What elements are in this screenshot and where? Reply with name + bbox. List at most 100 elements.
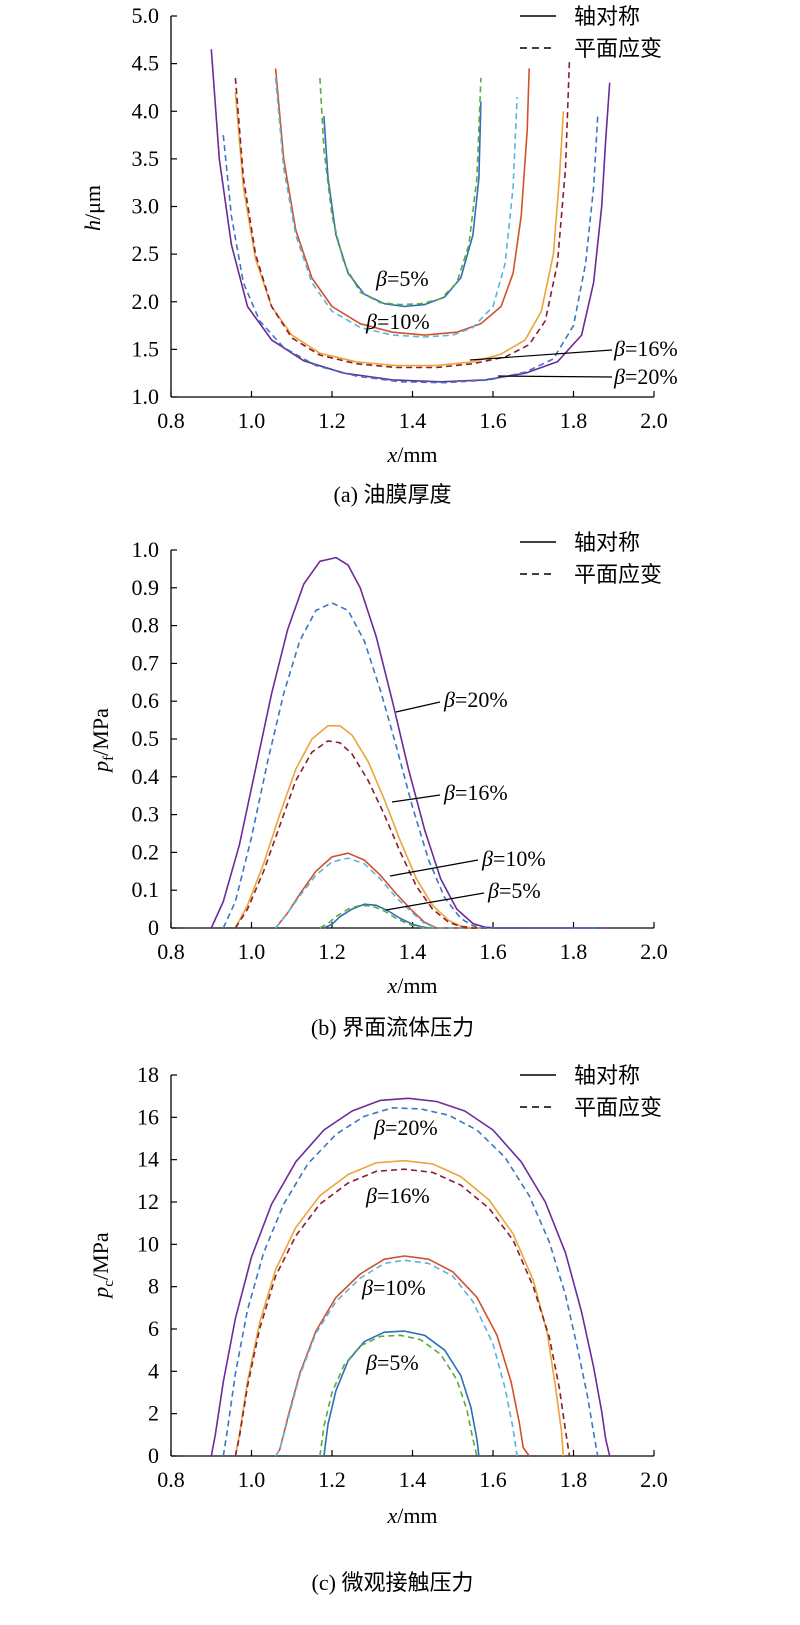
series-line-beta-16pct-dashed (234, 1168, 571, 1457)
beta-value: =10% (373, 1275, 426, 1300)
x-tick-label: 2.0 (640, 1467, 668, 1492)
annotation-leader-line (385, 892, 485, 911)
beta-symbol: β (361, 1275, 373, 1300)
chart-panel-a: 0.8 1.0 1.2 1.4 1.6 1.8 2.01.01.52.02.53.03.54… (80, 3, 678, 507)
beta-value: =16% (455, 780, 508, 805)
y-tick-label: 6 (148, 1316, 159, 1341)
legend-dashed-label: 平面应变 (574, 36, 662, 61)
x-axis-var: x (386, 1503, 397, 1528)
x-tick-label: 1.4 (399, 408, 427, 433)
panel-caption: (c) 微观接触压力 (312, 1570, 474, 1595)
x-tick-label: 0.8 (157, 1467, 185, 1492)
beta-symbol: β (481, 846, 493, 871)
x-axis-unit: /mm (397, 1503, 437, 1528)
y-tick-label: 14 (137, 1147, 159, 1172)
y-tick-label: 4.5 (132, 51, 160, 76)
x-axis-var: x (386, 442, 397, 467)
y-tick-label: 0.5 (132, 726, 160, 751)
series-line-beta-20pct-solid (210, 556, 610, 929)
y-tick-label: 3.0 (132, 194, 160, 219)
series-line-beta-10pct-solid (274, 852, 530, 929)
y-tick-label: 1.0 (132, 384, 160, 409)
legend-dashed-label: 平面应变 (574, 562, 662, 587)
legend-solid-label: 轴对称 (574, 530, 640, 555)
x-tick-label: 2.0 (640, 408, 668, 433)
beta-symbol: β (373, 1115, 385, 1140)
x-tick-label: 1.2 (318, 1467, 346, 1492)
panel-caption: (b) 界面流体压力 (311, 1015, 474, 1040)
series-line-beta-10pct-dashed (274, 1259, 518, 1457)
y-tick-label: 0.7 (132, 650, 160, 675)
beta-symbol: β (613, 364, 625, 389)
series-line-beta-16pct-solid (234, 724, 566, 929)
y-axis-subscript: c (101, 1280, 117, 1287)
x-tick-label: 0.8 (157, 408, 185, 433)
y-tick-label: 2.0 (132, 289, 160, 314)
beta-symbol: β (375, 266, 387, 291)
y-axis-var: p (88, 761, 113, 774)
y-tick-label: 0.4 (132, 764, 160, 789)
beta-value: =5% (387, 266, 429, 291)
series-line-beta-20pct-solid (210, 1097, 611, 1457)
x-tick-label: 1.6 (479, 939, 507, 964)
y-axis-label: h/μm (80, 185, 105, 231)
annotation-leader-line (497, 375, 613, 378)
y-axis-var: h (80, 220, 105, 231)
series-line-beta-10pct-solid (274, 68, 530, 336)
beta-value: =20% (625, 364, 678, 389)
y-axis-unit: /MPa (88, 1232, 113, 1280)
y-tick-label: 10 (137, 1231, 159, 1256)
series-line-beta-5pct-solid (323, 1330, 480, 1457)
y-tick-label: 0 (148, 915, 159, 940)
y-tick-label: 0.6 (132, 688, 160, 713)
series-line-beta-10pct-dashed (274, 77, 518, 338)
beta-annotation: β=5% (375, 266, 429, 291)
series-line-beta-10pct-dashed (274, 857, 518, 929)
y-axis-subscript: f (101, 756, 117, 761)
x-axis-label: x/mm (386, 973, 437, 998)
beta-value: =5% (499, 878, 541, 903)
series-line-beta-5pct-dashed (319, 77, 482, 306)
series-line-beta-5pct-solid (323, 101, 482, 308)
y-axis-label: pf/MPa (88, 708, 117, 774)
x-tick-label: 1.4 (399, 939, 427, 964)
series-line-beta-16pct-solid (234, 92, 565, 367)
series-line-beta-20pct-dashed (222, 602, 598, 929)
series-line-beta-5pct-solid (323, 903, 481, 929)
chart-panel-b: 0.8 1.0 1.2 1.4 1.6 1.8 2.0 0 0.1 0.2 0.3 0.4 0.5 0.6… (88, 530, 668, 1040)
series-line-beta-16pct-dashed (234, 740, 570, 929)
beta-symbol: β (443, 780, 455, 805)
beta-value: =16% (625, 336, 678, 361)
x-tick-label: 1.0 (238, 408, 266, 433)
beta-value: =20% (385, 1115, 438, 1140)
y-tick-label: 1.0 (132, 537, 160, 562)
beta-symbol: β (365, 1183, 377, 1208)
x-tick-label: 1.2 (318, 939, 346, 964)
y-tick-label: 0.3 (132, 802, 160, 827)
y-tick-label: 2.5 (132, 241, 160, 266)
panel-caption: (a) 油膜厚度 (334, 482, 452, 507)
y-tick-label: 0.9 (132, 575, 160, 600)
x-tick-label: 1.2 (318, 408, 346, 433)
y-tick-label: 0 (148, 1443, 159, 1468)
beta-annotation: β=16% (443, 780, 508, 805)
y-tick-label: 1.5 (132, 336, 160, 361)
beta-symbol: β (365, 1350, 377, 1375)
annotation-leader-line (391, 794, 441, 803)
y-tick-label: 0.8 (132, 613, 160, 638)
beta-annotation: β=5% (487, 878, 541, 903)
y-tick-label: 2 (148, 1401, 159, 1426)
x-tick-label: 2.0 (640, 939, 668, 964)
y-tick-label: 8 (148, 1274, 159, 1299)
chart-panel-c: 0.8 1.0 1.2 1.4 1.6 1.8 2.0024681012141618β=20… (88, 1062, 668, 1595)
y-tick-label: 18 (137, 1062, 159, 1087)
y-tick-label: 16 (137, 1104, 159, 1129)
annotation-leader-line (469, 349, 613, 361)
beta-annotation: β=10% (365, 309, 430, 334)
beta-annotation: β=20% (443, 687, 508, 712)
beta-value: =10% (377, 309, 430, 334)
x-tick-label: 1.8 (560, 408, 588, 433)
series-line-beta-20pct-solid (210, 49, 611, 383)
y-tick-label: 3.5 (132, 146, 160, 171)
